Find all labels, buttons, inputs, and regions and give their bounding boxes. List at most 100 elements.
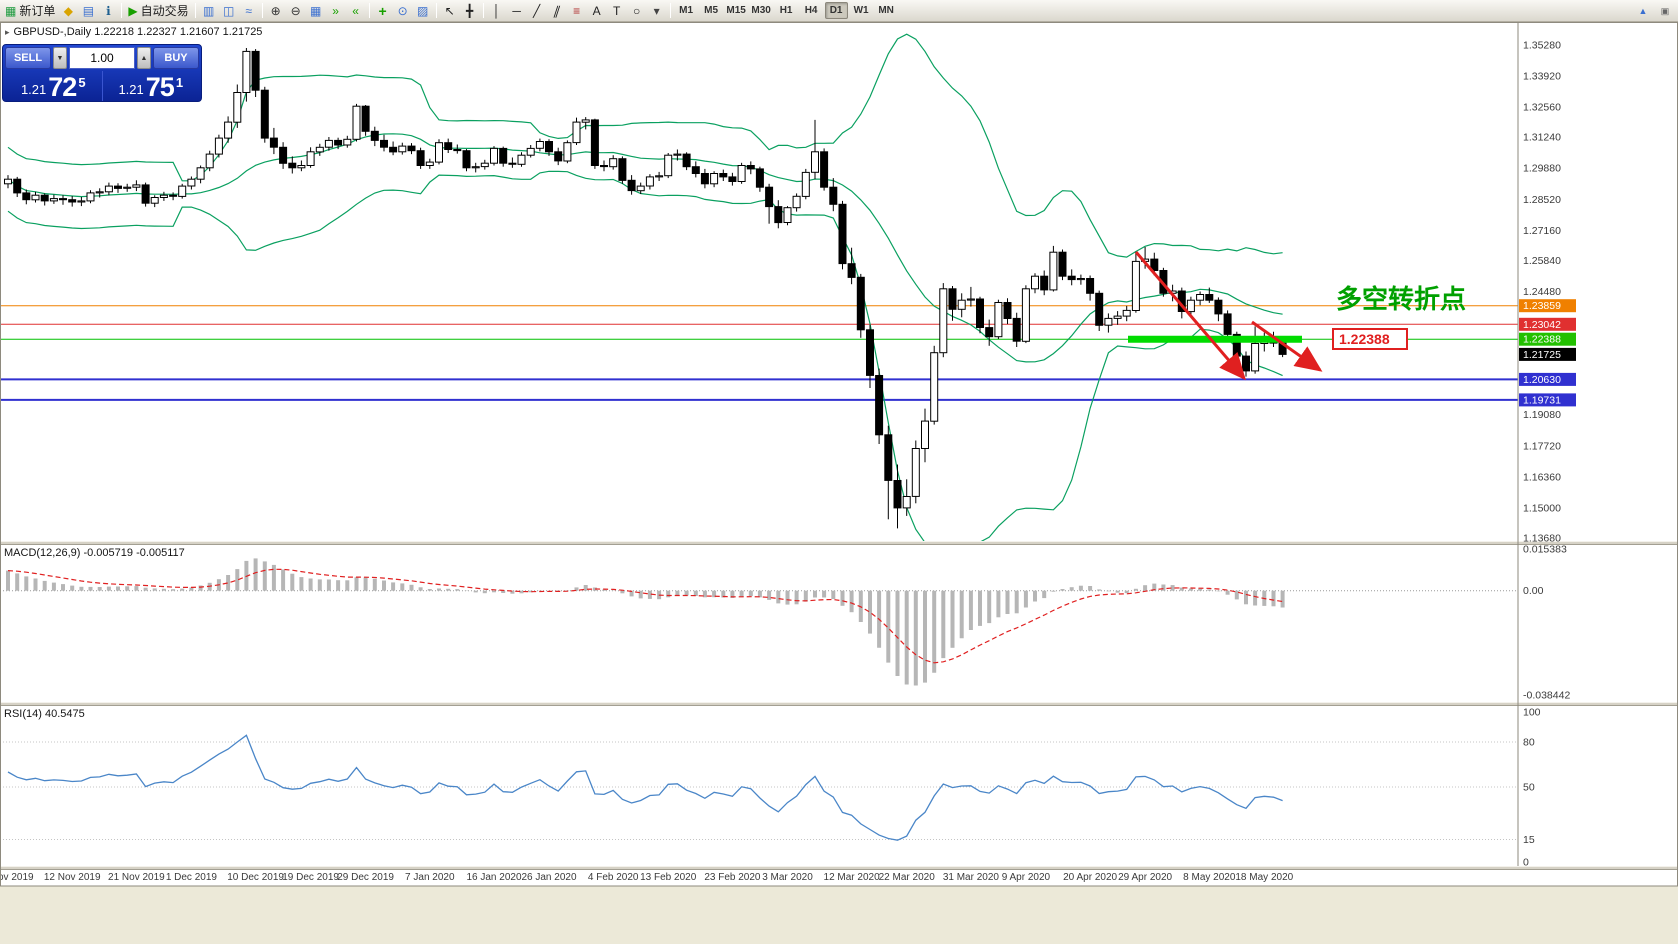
new-order-icon: ▦ [5, 3, 17, 18]
shapes-icon: ○ [632, 3, 641, 18]
text-button[interactable]: A [587, 1, 607, 21]
svg-text:1.16360: 1.16360 [1523, 471, 1561, 483]
svg-text:1.22388: 1.22388 [1523, 334, 1561, 346]
chart-shift-icon: « [352, 3, 359, 18]
buy-price[interactable]: 1.21 75 1 [103, 71, 200, 101]
svg-text:29 Dec 2019: 29 Dec 2019 [337, 872, 394, 883]
svg-text:-0.038442: -0.038442 [1523, 690, 1570, 702]
candlestick-series [4, 48, 1287, 529]
sell-price-pips: 72 [48, 72, 77, 102]
zoom-in-button[interactable]: ⊕ [266, 1, 286, 21]
sell-button[interactable]: SELL [5, 47, 51, 69]
svg-text:1.13680: 1.13680 [1523, 533, 1561, 545]
autotrading-button-label: 自动交易 [140, 4, 189, 18]
timeframe-m30-button[interactable]: M30 [750, 2, 773, 19]
macd-axis[interactable]: 0.015383 0.00 -0.038442 [1523, 544, 1570, 702]
data-window-button[interactable]: ℹ [98, 1, 118, 21]
rsi-axis[interactable]: 100 80 50 15 0 [1523, 707, 1541, 869]
sell-price[interactable]: 1.21 72 5 [5, 71, 103, 101]
sell-price-prefix: 1.21 [20, 82, 47, 97]
menu-icon: ▣ [1660, 6, 1670, 16]
up-arrow-icon: ▲ [1638, 6, 1648, 16]
sell-price-point: 5 [78, 75, 86, 90]
templates-button[interactable]: ▨ [413, 1, 433, 21]
label-button[interactable]: T [607, 1, 627, 21]
volume-up-button[interactable]: ▲ [137, 47, 151, 69]
timeframe-h4-button[interactable]: H4 [800, 2, 823, 19]
rsi-indicator-label: RSI(14) 40.5475 [4, 708, 85, 720]
macd-indicator-label: MACD(12,26,9) -0.005719 -0.005117 [4, 547, 185, 559]
rsi-line [7, 734, 1283, 841]
market-watch-icon: ▤ [82, 3, 95, 18]
svg-text:19 Dec 2019: 19 Dec 2019 [282, 872, 339, 883]
new-chart-button[interactable]: + [373, 1, 393, 21]
timeframe-h1-button[interactable]: H1 [775, 2, 798, 19]
toolbars-up-button[interactable]: ▲ [1633, 1, 1653, 21]
price-axis[interactable]: 1.35280 1.33920 1.32560 1.31240 1.29880 1.285… [1517, 22, 1576, 866]
toolbar-separator [368, 3, 370, 18]
fibonacci-button[interactable]: ≡ [567, 1, 587, 21]
svg-text:1.28520: 1.28520 [1523, 194, 1561, 206]
timeframe-m5-button[interactable]: M5 [700, 2, 723, 19]
svg-text:1.17720: 1.17720 [1523, 440, 1561, 452]
timeframe-m1-button[interactable]: M1 [675, 2, 698, 19]
svg-text:1.23042: 1.23042 [1523, 319, 1561, 331]
timeframe-d1-button[interactable]: D1 [824, 2, 848, 19]
volume-down-icon: ▼ [56, 54, 64, 62]
tile-windows-button[interactable]: ▦ [306, 1, 326, 21]
channel-icon: ∥ [551, 3, 562, 18]
shapes-button[interactable]: ○ [627, 1, 647, 21]
note-text-annotation[interactable]: 多空转折点 [1336, 284, 1466, 315]
info-icon: ℹ [106, 3, 111, 18]
buy-button[interactable]: BUY [153, 47, 199, 69]
market-watch-button[interactable]: ▤ [78, 1, 98, 21]
svg-text:9 Apr 2020: 9 Apr 2020 [1002, 872, 1051, 883]
candles-chart-button[interactable]: ◫ [219, 1, 239, 21]
svg-text:1.24480: 1.24480 [1523, 286, 1561, 298]
plus-icon: + [378, 2, 387, 19]
autotrading-button[interactable]: ▶ 自动交易 [125, 1, 191, 21]
vertical-line-button[interactable]: │ [487, 1, 507, 21]
svg-text:0.015383: 0.015383 [1523, 544, 1567, 556]
profiles-button[interactable]: ⊙ [393, 1, 413, 21]
channel-button[interactable]: ∥ [547, 1, 567, 21]
trendline-button[interactable]: ╱ [527, 1, 547, 21]
shapes-dropdown-button[interactable]: ▾ [647, 1, 667, 21]
toolbar: ▦ 新订单 ◆ ▤ ℹ ▶ 自动交易 ▥ ◫ ≈ ⊕ ⊖ ▦» «+ ⊙ ▨ ↖ ╋ │ ─ ╱ ∥ ≡ A T ○ ▾ M1 M5 M1… [0, 0, 1678, 22]
new-order-button[interactable]: ▦ 新订单 [2, 1, 58, 21]
price-tag-annotation[interactable]: 1.22388 [1332, 328, 1408, 350]
horizontal-line-button[interactable]: ─ [507, 1, 527, 21]
volume-down-button[interactable]: ▼ [53, 47, 67, 69]
timeframe-mn-button[interactable]: MN [875, 2, 898, 19]
auto-scroll-icon: » [332, 3, 339, 18]
cursor-button[interactable]: ↖ [440, 1, 460, 21]
svg-text:1.22388: 1.22388 [1339, 331, 1390, 347]
svg-text:1.27160: 1.27160 [1523, 225, 1561, 237]
timeframe-m15-button[interactable]: M15 [725, 2, 748, 19]
crosshair-button[interactable]: ╋ [460, 1, 480, 21]
trendline-icon: ╱ [532, 3, 541, 18]
zoom-out-button[interactable]: ⊖ [286, 1, 306, 21]
svg-text:29 Apr 2020: 29 Apr 2020 [1118, 872, 1172, 883]
bars-chart-button[interactable]: ▥ [199, 1, 219, 21]
customize-button[interactable]: ▣ [1655, 1, 1675, 21]
panel-separators[interactable] [0, 541, 1678, 870]
rsi-level-lines [0, 741, 1518, 840]
svg-text:22 Mar 2020: 22 Mar 2020 [879, 872, 936, 883]
candles-chart-icon: ◫ [222, 3, 235, 18]
styler-button[interactable]: ◆ [58, 1, 78, 21]
svg-text:1.29880: 1.29880 [1523, 163, 1561, 175]
chart-shift-button[interactable]: « [346, 1, 366, 21]
svg-text:12 Nov 2019: 12 Nov 2019 [44, 872, 101, 883]
svg-text:80: 80 [1523, 737, 1535, 749]
line-chart-button[interactable]: ≈ [239, 1, 259, 21]
horizontal-lines[interactable] [0, 305, 1518, 401]
trend-arrow-annotations[interactable] [1134, 251, 1323, 381]
auto-scroll-button[interactable]: » [326, 1, 346, 21]
toolbar-separator [435, 3, 437, 18]
timeframe-w1-button[interactable]: W1 [850, 2, 873, 19]
toolbar-separator [121, 3, 123, 18]
volume-input[interactable] [69, 47, 135, 69]
